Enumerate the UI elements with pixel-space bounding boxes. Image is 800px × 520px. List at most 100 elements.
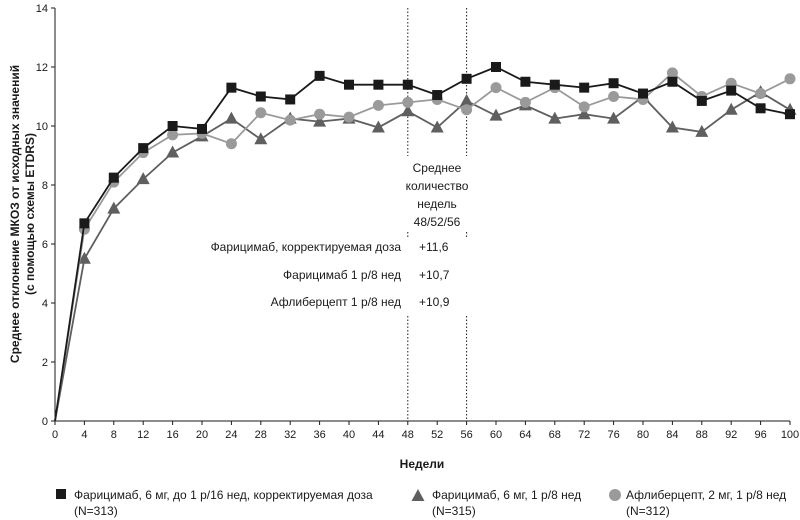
- x-tick-label: 0: [52, 429, 58, 441]
- x-tick-label: 16: [166, 429, 178, 441]
- y-axis-title-line-2: (с помощью схемы ETDRS): [23, 133, 37, 295]
- data-point: [695, 124, 709, 137]
- x-tick-label: 68: [549, 429, 561, 441]
- data-point: [373, 79, 384, 90]
- x-ticks: 0 4 8 12 16 20 24 28 32 36 40 44 48 52 56 60 64 68 72 76 80 8…: [52, 421, 799, 441]
- x-tick-label: 56: [460, 429, 472, 441]
- legend-label: Фарицимаб, 6 мг, до 1 р/16 нед, корректи…: [74, 488, 373, 502]
- data-point: [402, 96, 414, 108]
- annotation-row-label: Фарицимаб 1 р/8 нед: [283, 268, 401, 282]
- x-tick-label: 36: [313, 429, 325, 441]
- y-tick-label: 12: [36, 62, 48, 74]
- data-point: [108, 172, 119, 183]
- data-point: [285, 94, 296, 105]
- legend-label: Фарицимаб, 6 мг, 1 р/8 нед: [432, 488, 581, 502]
- y-axis-title-line-1: Среднее отклонение МКОЗ от исходных знач…: [8, 65, 22, 363]
- x-tick-label: 52: [431, 429, 443, 441]
- x-tick-label: 44: [372, 429, 384, 441]
- data-point: [255, 91, 266, 102]
- y-tick-label: 2: [42, 357, 48, 369]
- legend-item-aflibercept: Афлиберцепт, 2 мг, 1 р/8 нед (N=312): [609, 488, 786, 518]
- data-point: [638, 88, 648, 99]
- data-point: [77, 251, 91, 264]
- data-point: [755, 88, 767, 100]
- x-tick-label: 20: [196, 429, 208, 441]
- legend-item-faricimab-8wk: Фарицимаб, 6 мг, 1 р/8 нед (N=315): [411, 488, 581, 518]
- data-point: [608, 91, 620, 102]
- x-tick-label: 96: [754, 429, 766, 441]
- x-tick-label: 60: [490, 429, 502, 441]
- y-tick-label: 6: [42, 239, 48, 251]
- data-point: [372, 99, 384, 111]
- data-point: [608, 78, 619, 89]
- x-tick-label: 100: [781, 429, 799, 441]
- legend-circle-marker: [609, 489, 621, 501]
- x-tick-label: 28: [255, 429, 267, 441]
- series-line: [54, 91, 791, 422]
- annotation-title-line: 48/52/56: [414, 215, 461, 229]
- data-point: [254, 132, 268, 145]
- data-point: [314, 70, 325, 81]
- data-point: [284, 114, 296, 126]
- data-point: [197, 123, 207, 134]
- x-tick-label: 88: [696, 429, 708, 441]
- data-point: [461, 73, 472, 84]
- annotation-box: Среднее количество недель 48/52/56 Фариц…: [190, 156, 480, 314]
- data-point: [225, 138, 237, 150]
- data-point: [138, 143, 149, 154]
- legend-label: Афлиберцепт, 2 мг, 1 р/8 нед: [626, 488, 786, 502]
- x-tick-label: 80: [637, 429, 649, 441]
- y-tick-label: 10: [36, 121, 48, 133]
- x-axis-title: Недели: [400, 457, 445, 471]
- x-tick-label: 12: [137, 429, 149, 441]
- data-point: [226, 82, 237, 93]
- data-point: [343, 111, 355, 123]
- x-tick-label: 40: [343, 429, 355, 441]
- series-layer: [54, 62, 797, 422]
- data-point: [313, 114, 327, 127]
- annotation-title-line: недель: [417, 197, 457, 211]
- axes: [54, 8, 790, 422]
- x-tick-label: 84: [666, 429, 678, 441]
- data-point: [107, 201, 121, 214]
- y-tick-label: 0: [42, 416, 48, 428]
- data-point: [726, 85, 737, 96]
- data-point: [136, 172, 150, 185]
- data-point: [166, 145, 180, 158]
- x-tick-label: 24: [225, 429, 237, 441]
- x-tick-label: 92: [725, 429, 737, 441]
- x-tick-label: 4: [81, 429, 87, 441]
- series-triangle: [54, 85, 797, 422]
- data-point: [549, 79, 560, 90]
- data-point: [167, 121, 178, 131]
- y-ticks: 0 2 4 6 8 10 12 14: [36, 3, 55, 428]
- data-point: [401, 104, 415, 117]
- data-point: [314, 108, 326, 120]
- data-point: [167, 129, 179, 141]
- data-point: [489, 108, 503, 121]
- annotation-title-line: количество: [406, 179, 469, 193]
- data-point: [667, 76, 678, 87]
- legend-label-n: (N=312): [626, 504, 670, 518]
- data-point: [784, 73, 796, 85]
- annotation-row-value: +10,7: [419, 268, 450, 282]
- x-tick-label: 72: [578, 429, 590, 441]
- data-point: [785, 109, 795, 120]
- data-point: [255, 107, 267, 119]
- x-tick-label: 8: [111, 429, 117, 441]
- data-point: [665, 120, 679, 133]
- data-point: [519, 96, 531, 108]
- data-point: [548, 111, 562, 124]
- data-point: [666, 67, 678, 79]
- data-point: [724, 102, 738, 115]
- data-point: [491, 62, 501, 72]
- data-point: [402, 79, 413, 90]
- data-point: [578, 101, 590, 113]
- data-point: [224, 111, 238, 124]
- legend-item-faricimab-adjustable: Фарицимаб, 6 мг, до 1 р/16 нед, корректи…: [56, 488, 373, 518]
- x-tick-label: 48: [402, 429, 414, 441]
- legend-triangle-marker: [411, 489, 425, 501]
- annotation-row-label: Афлиберцепт 1 р/8 нед: [271, 295, 401, 309]
- data-point: [755, 103, 766, 114]
